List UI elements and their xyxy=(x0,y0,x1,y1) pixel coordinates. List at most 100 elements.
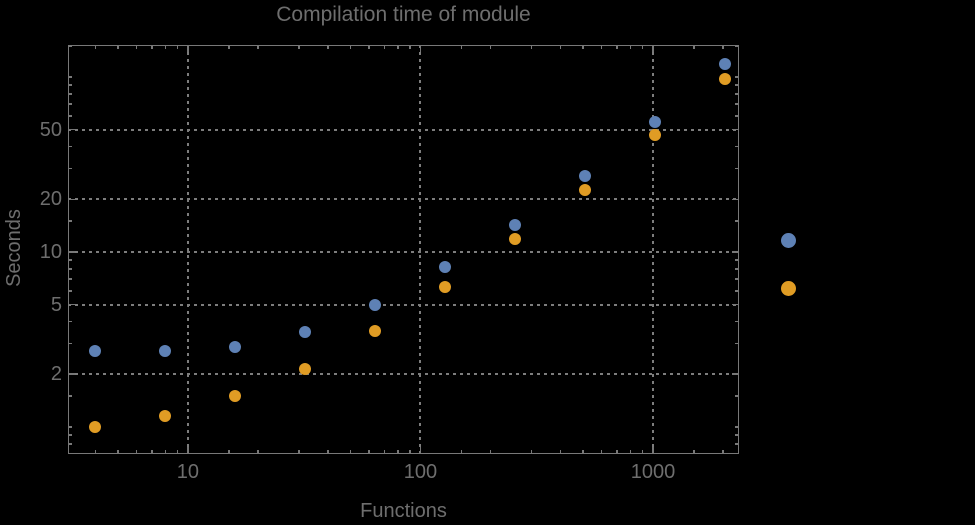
v-gridline xyxy=(419,45,422,454)
data-point-series-1-blue xyxy=(159,345,172,358)
x-tick-mark xyxy=(616,45,618,49)
h-gridline xyxy=(68,250,739,253)
y-tick-mark xyxy=(732,303,739,306)
x-tick-mark xyxy=(460,450,463,454)
y-tick-mark xyxy=(735,342,739,345)
x-tick-mark xyxy=(164,45,167,49)
x-tick-mark xyxy=(530,45,533,49)
x-tick-mark xyxy=(176,45,179,49)
x-tick-mark xyxy=(298,45,300,49)
x-tick-mark xyxy=(641,450,644,454)
data-point-series-1-blue xyxy=(89,345,102,358)
data-point-series-1-blue xyxy=(369,298,382,311)
x-tick-mark xyxy=(135,450,138,454)
y-tick-mark xyxy=(68,145,72,148)
v-gridline xyxy=(651,45,654,454)
x-tick-mark xyxy=(228,450,230,454)
v-gridline xyxy=(186,45,189,454)
y-tick-mark xyxy=(735,395,739,397)
x-tick-label: 100 xyxy=(403,461,438,483)
y-tick-mark xyxy=(68,303,75,306)
x-tick-mark xyxy=(257,45,259,49)
x-tick-mark xyxy=(582,45,584,49)
y-tick-mark xyxy=(735,434,739,436)
y-tick-mark xyxy=(732,198,739,201)
y-tick-mark xyxy=(68,93,72,95)
x-tick-mark xyxy=(327,450,329,454)
legend-marker-series-1 xyxy=(781,233,796,248)
x-tick-mark xyxy=(629,45,632,49)
y-tick-mark xyxy=(735,268,739,270)
x-tick-mark xyxy=(383,45,386,49)
y-tick-mark xyxy=(68,320,72,323)
x-tick-mark xyxy=(530,450,533,454)
x-tick-mark xyxy=(600,450,603,454)
y-tick-mark xyxy=(735,443,739,445)
y-tick-mark xyxy=(68,443,72,445)
x-tick-mark xyxy=(187,45,189,52)
y-tick-mark xyxy=(732,128,739,131)
y-tick-mark xyxy=(68,84,72,86)
data-point-series-2-orange xyxy=(229,390,242,403)
x-tick-mark xyxy=(629,450,632,454)
x-tick-mark xyxy=(489,450,492,454)
x-tick-mark xyxy=(460,45,463,49)
y-tick-mark xyxy=(68,115,72,117)
h-gridline xyxy=(68,303,739,306)
data-point-series-1-blue xyxy=(509,218,522,231)
y-tick-mark xyxy=(68,426,72,428)
y-tick-label: 5 xyxy=(50,293,62,316)
y-tick-mark xyxy=(735,45,739,47)
y-tick-mark xyxy=(68,45,72,47)
x-tick-mark xyxy=(652,447,654,454)
x-tick-mark xyxy=(641,45,644,49)
y-tick-mark xyxy=(68,268,72,270)
y-tick-mark xyxy=(68,167,72,170)
x-tick-mark xyxy=(383,450,386,454)
x-tick-mark xyxy=(349,450,352,454)
y-tick-mark xyxy=(735,84,739,86)
x-tick-mark xyxy=(176,450,179,454)
x-tick-mark xyxy=(616,450,618,454)
y-tick-mark xyxy=(735,115,739,117)
x-tick-mark xyxy=(117,45,119,49)
x-tick-mark xyxy=(489,45,492,49)
x-tick-mark xyxy=(117,450,119,454)
y-tick-mark xyxy=(68,198,75,201)
y-tick-mark xyxy=(68,342,72,345)
data-point-series-2-orange xyxy=(159,410,172,423)
data-point-series-2-orange xyxy=(649,129,662,142)
x-tick-mark xyxy=(693,450,695,454)
x-tick-mark xyxy=(327,45,329,49)
data-point-series-1-blue xyxy=(649,116,662,129)
data-point-series-1-blue xyxy=(299,325,312,338)
data-point-series-2-orange xyxy=(719,72,732,85)
data-point-series-2-orange xyxy=(299,362,312,375)
legend-marker-series-2 xyxy=(781,281,796,296)
plot-frame xyxy=(68,45,739,454)
x-tick-mark xyxy=(559,45,562,49)
data-point-series-1-blue xyxy=(719,58,732,71)
y-tick-mark xyxy=(68,395,72,397)
y-tick-mark xyxy=(735,278,739,280)
data-point-series-1-blue xyxy=(579,170,592,183)
x-tick-mark xyxy=(94,45,97,49)
y-tick-mark xyxy=(68,434,72,436)
y-tick-label: 10 xyxy=(39,240,62,263)
y-tick-mark xyxy=(68,259,72,261)
y-tick-mark xyxy=(735,76,739,78)
y-tick-mark xyxy=(68,76,72,78)
x-tick-mark xyxy=(368,45,370,49)
x-tick-mark xyxy=(164,450,167,454)
x-tick-mark xyxy=(722,45,724,49)
y-tick-mark xyxy=(735,259,739,261)
x-tick-mark xyxy=(559,450,562,454)
y-tick-mark xyxy=(68,220,72,222)
x-tick-mark xyxy=(419,447,422,454)
y-tick-mark xyxy=(732,251,739,253)
y-tick-mark xyxy=(68,128,75,131)
x-tick-mark xyxy=(409,450,411,454)
y-tick-mark xyxy=(68,373,75,375)
y-tick-mark xyxy=(735,145,739,148)
y-tick-mark xyxy=(68,278,72,280)
